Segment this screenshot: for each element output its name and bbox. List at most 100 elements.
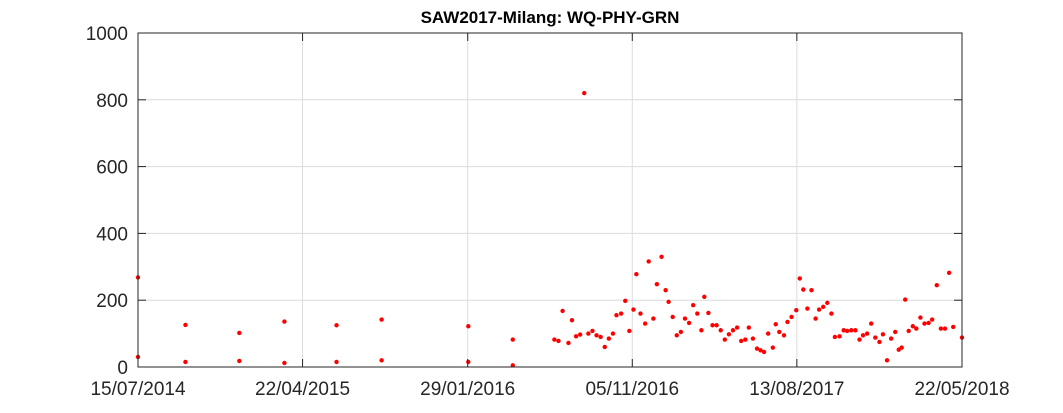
data-point [670, 314, 675, 320]
data-point [654, 281, 660, 287]
data-point [816, 307, 822, 312]
data-point [666, 299, 671, 305]
data-point [877, 339, 882, 345]
data-point [695, 311, 700, 316]
data-point [606, 336, 612, 341]
x-tick-label: 22/04/2015 [255, 379, 350, 400]
data-point [910, 324, 916, 329]
data-point [832, 334, 838, 340]
data-point [902, 297, 908, 302]
data-point [634, 271, 639, 277]
data-point [594, 333, 599, 338]
data-point [765, 331, 771, 336]
data-point [646, 259, 651, 264]
data-point [706, 310, 711, 316]
data-point [183, 359, 188, 365]
data-point [857, 337, 862, 342]
data-point [754, 346, 760, 351]
data-point [893, 329, 898, 335]
data-point [282, 319, 287, 324]
data-point [805, 306, 810, 311]
data-point [586, 331, 591, 336]
data-point [334, 323, 339, 328]
data-point [560, 308, 565, 314]
data-point [918, 315, 923, 320]
data-point [510, 363, 516, 368]
data-point [926, 320, 931, 326]
data-point [781, 333, 787, 338]
data-point [794, 308, 799, 313]
data-point [577, 332, 583, 337]
x-tick-label: 15/07/2014 [90, 379, 186, 400]
data-point [770, 345, 776, 350]
data-point [334, 359, 339, 365]
data-point [237, 330, 242, 336]
grid [138, 33, 962, 367]
data-point [631, 307, 636, 312]
data-point [785, 319, 790, 325]
data-point [722, 337, 728, 342]
data-point [761, 349, 767, 355]
data-point [922, 321, 927, 326]
data-point [702, 294, 707, 300]
data-point [552, 337, 557, 342]
data-point [379, 358, 384, 363]
data-point [801, 287, 806, 292]
data-point [618, 311, 624, 316]
data-point [710, 323, 715, 328]
data-point [813, 316, 818, 321]
data-point [379, 317, 384, 322]
data-point [569, 318, 575, 323]
data-point [797, 276, 802, 281]
data-point [837, 334, 842, 339]
data-point [627, 328, 632, 334]
data-point [614, 313, 619, 318]
y-tick-label: 400 [96, 224, 128, 245]
data-point [951, 324, 956, 330]
data-point [739, 338, 744, 344]
data-point [777, 329, 782, 335]
data-point [699, 328, 704, 333]
data-point [582, 90, 587, 96]
data-point [623, 298, 628, 304]
data-point [841, 328, 846, 333]
data-point [734, 325, 740, 330]
data-point [718, 328, 723, 333]
data-point [598, 334, 603, 340]
x-tick-label: 05/11/2016 [585, 379, 679, 400]
data-point [282, 360, 287, 366]
chart-title: SAW2017-Milang: WQ-PHY-GRN [421, 8, 680, 27]
data-point [573, 334, 579, 339]
data-point [659, 254, 664, 259]
plot-frame [137, 32, 963, 368]
y-axis: 0 200 400 600 800 1000 [86, 24, 962, 379]
data-point [590, 328, 595, 334]
data-point [686, 320, 692, 326]
y-tick-label: 600 [96, 158, 128, 179]
y-tick-label: 800 [96, 91, 128, 112]
x-tick-label: 13/08/2017 [749, 379, 844, 400]
data-point [873, 335, 878, 340]
data-point [845, 328, 850, 334]
x-axis: 15/07/2014 22/04/2015 29/01/2016 05/11/2016… [90, 33, 1010, 400]
data-point [642, 321, 648, 326]
data-point [556, 338, 561, 344]
data-point [946, 270, 952, 276]
data-point [853, 328, 858, 333]
data-point [906, 328, 911, 334]
data-point [510, 337, 516, 342]
data-point [566, 340, 571, 346]
data-point [849, 328, 854, 333]
data-point [821, 304, 826, 310]
data-point [682, 316, 688, 321]
data-point [860, 333, 866, 338]
x-tick-label: 29/01/2016 [420, 379, 515, 400]
data-point [880, 332, 886, 337]
data-point [938, 326, 944, 331]
data-point [466, 359, 471, 365]
data-point [773, 322, 778, 327]
data-point [914, 326, 919, 331]
data-point [929, 317, 935, 322]
y-tick-label: 1000 [86, 24, 128, 45]
